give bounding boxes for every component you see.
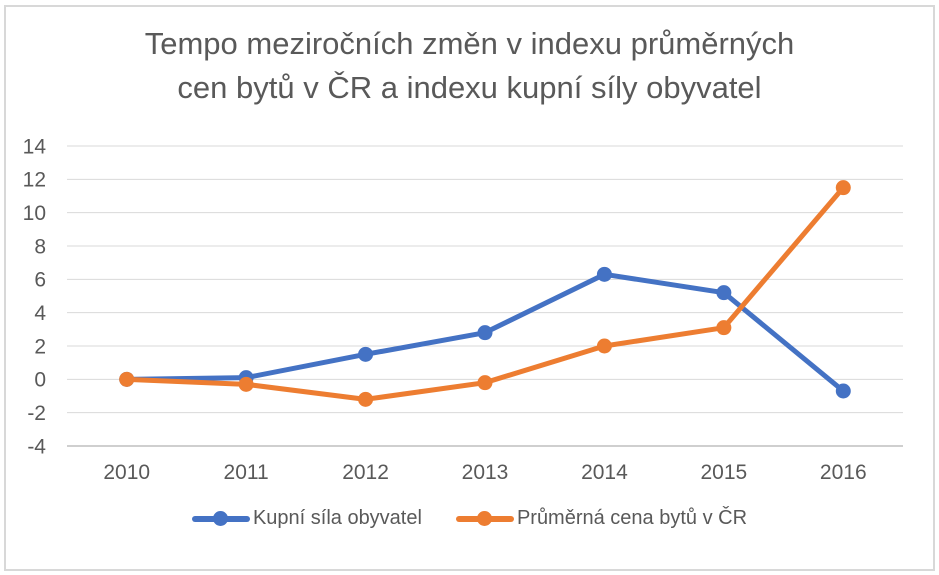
legend-dot-icon (213, 511, 229, 526)
x-tick-label: 2015 (700, 461, 747, 484)
legend: Kupní síla obyvatel Průměrná cena bytů v… (0, 507, 939, 530)
chart-title-line-1: Tempo meziročních změn v indexu průměrný… (144, 26, 795, 61)
data-point-marker (596, 266, 612, 282)
x-tick-label: 2012 (342, 461, 389, 484)
data-point-marker (358, 391, 374, 407)
data-point-marker (358, 346, 374, 362)
data-point-marker (716, 285, 732, 301)
series-line-1 (124, 185, 846, 402)
x-tick-label: 2014 (581, 461, 628, 484)
y-tick-label: 0 (34, 369, 46, 392)
data-point-marker (477, 325, 493, 341)
x-tick-label: 2016 (820, 461, 867, 484)
y-tick-label: -4 (27, 435, 46, 458)
y-tick-label: 4 (34, 302, 46, 325)
data-point-marker (119, 371, 135, 387)
x-tick-label: 2013 (462, 461, 509, 484)
data-point-marker (716, 320, 732, 336)
y-tick-label: 6 (34, 269, 46, 292)
data-point-marker (596, 338, 612, 354)
y-tick-label: 10 (23, 202, 46, 225)
legend-label-prumerna-cena: Průměrná cena bytů v ČR (516, 507, 748, 529)
chart-title: Tempo meziročních změn v indexu průměrný… (0, 22, 939, 110)
x-tick-label: 2011 (224, 461, 269, 484)
data-point-marker (835, 383, 851, 399)
chart-title-line-2: cen bytů v ČR a indexu kupní síly obyvat… (177, 70, 762, 105)
legend-item-prumerna-cena: Průměrná cena bytů v ČR (455, 507, 748, 530)
legend-label-kupni-sila: Kupní síla obyvatel (252, 507, 422, 529)
data-point-marker (835, 180, 851, 196)
y-tick-label: -2 (27, 402, 46, 425)
y-tick-label: 2 (34, 335, 46, 358)
legend-item-kupni-sila: Kupní síla obyvatel (191, 507, 422, 530)
x-tick-label: 2010 (103, 461, 150, 484)
legend-line-marker-icon (191, 511, 250, 526)
legend-line-marker-icon (455, 511, 514, 526)
y-tick-label: 8 (34, 235, 46, 258)
y-tick-label: 14 (23, 135, 47, 158)
data-point-marker (238, 376, 254, 392)
legend-dot-icon (477, 511, 493, 526)
data-point-marker (477, 375, 493, 391)
y-tick-label: 12 (23, 169, 46, 192)
